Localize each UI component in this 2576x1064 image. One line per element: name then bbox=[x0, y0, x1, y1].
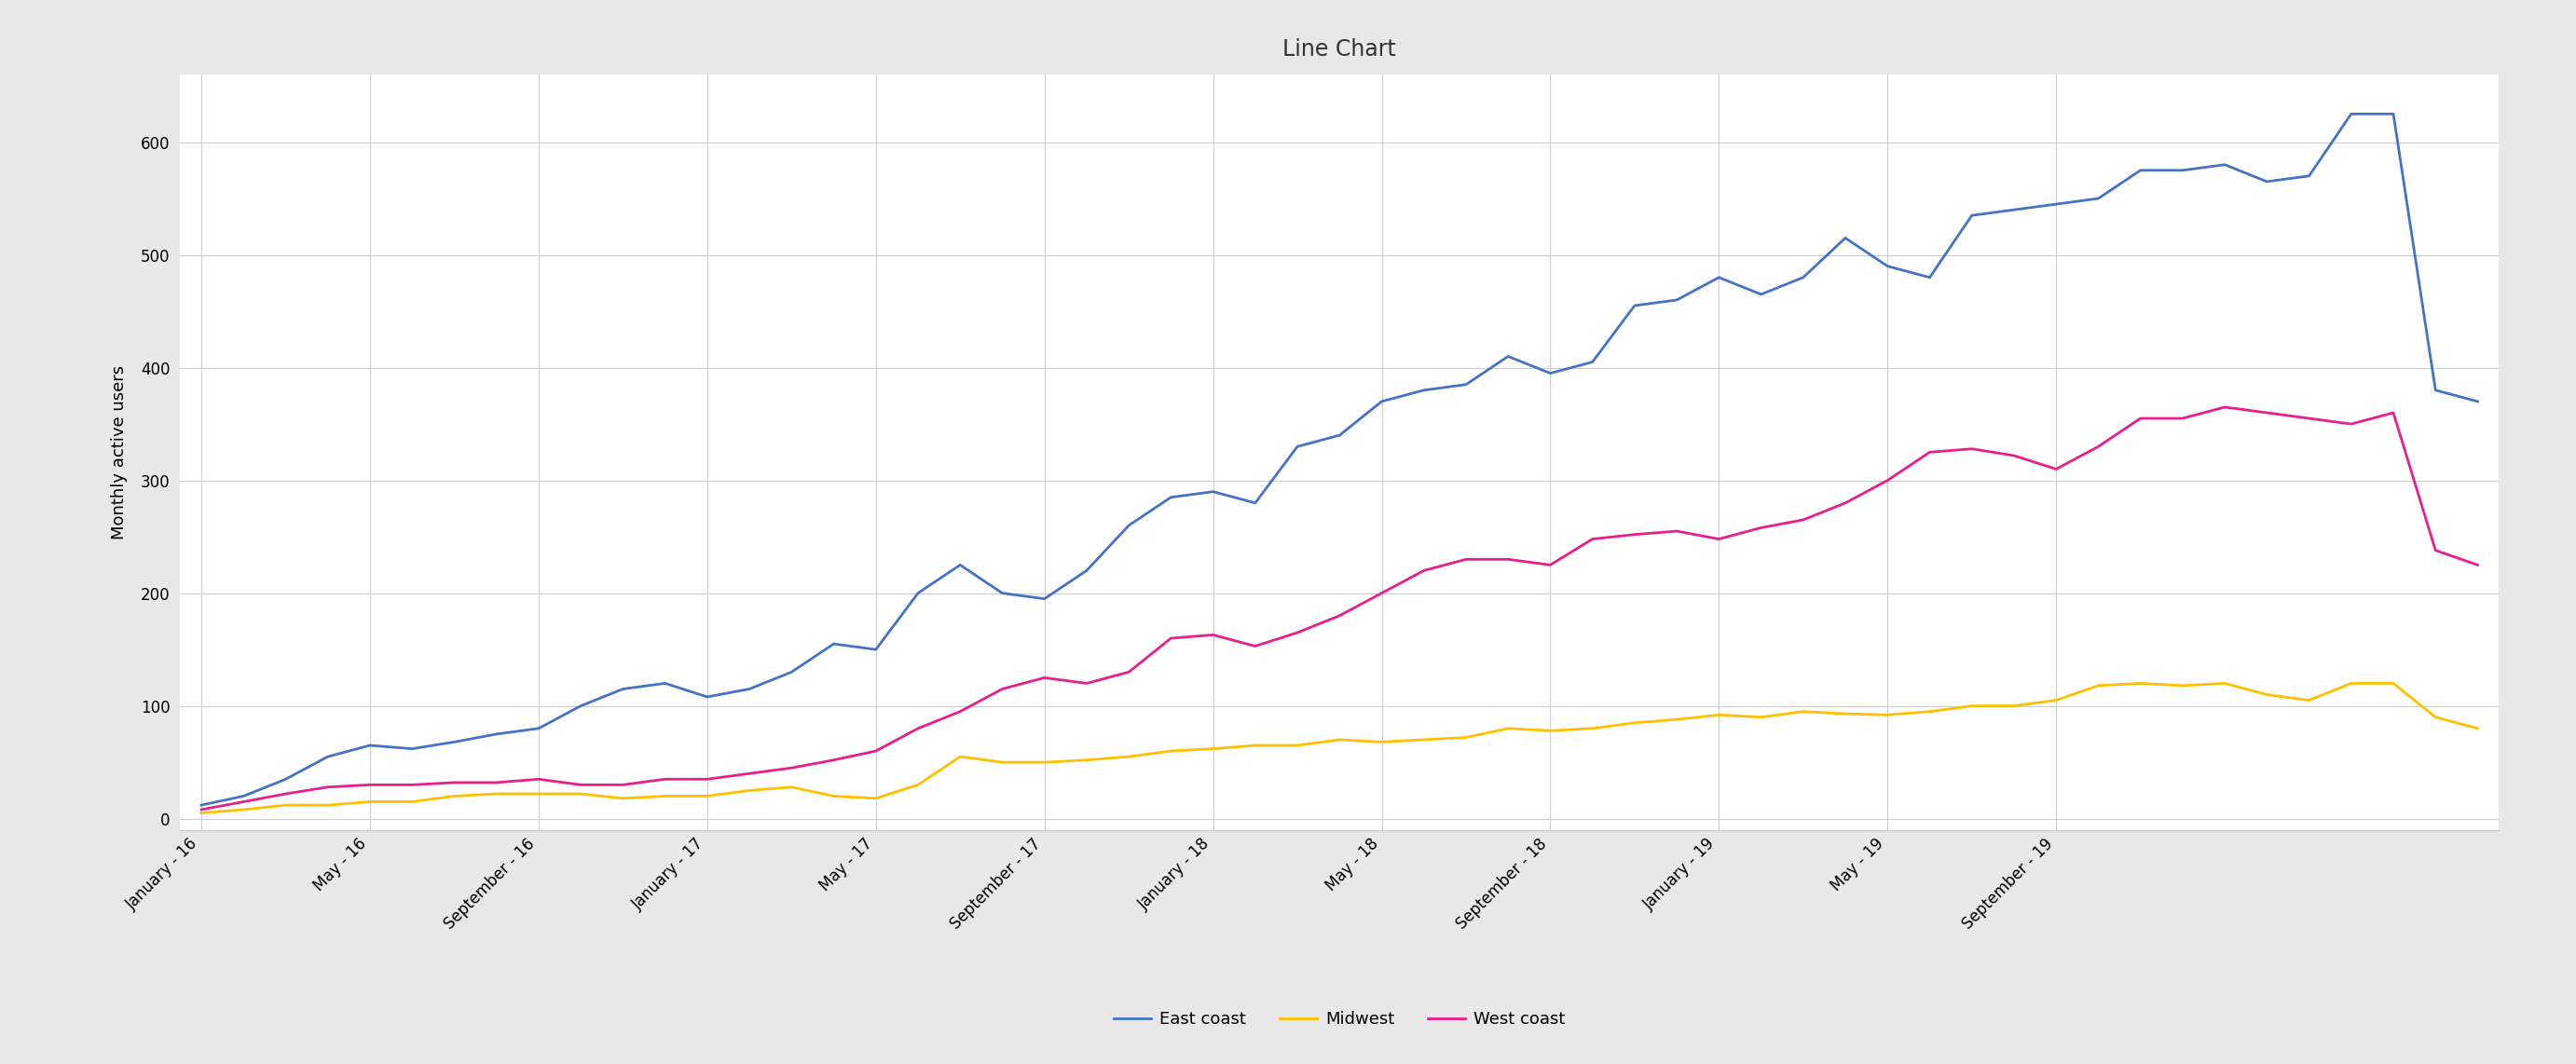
East coast bbox=[2419, 384, 2450, 397]
Midwest bbox=[2419, 711, 2450, 724]
Midwest bbox=[608, 792, 639, 804]
Midwest bbox=[2463, 722, 2494, 735]
East coast bbox=[2463, 395, 2494, 408]
Midwest bbox=[1028, 755, 1059, 768]
West coast bbox=[2251, 406, 2282, 419]
East coast bbox=[608, 683, 639, 696]
Midwest bbox=[2125, 677, 2156, 689]
Line: West coast: West coast bbox=[201, 408, 2478, 810]
West coast bbox=[2463, 559, 2494, 571]
Line: East coast: East coast bbox=[201, 114, 2478, 805]
West coast bbox=[608, 779, 639, 792]
West coast bbox=[734, 767, 765, 780]
West coast bbox=[185, 803, 216, 816]
Title: Line Chart: Line Chart bbox=[1283, 38, 1396, 61]
Midwest bbox=[2251, 688, 2282, 701]
East coast bbox=[2210, 159, 2241, 171]
Line: Midwest: Midwest bbox=[201, 683, 2478, 813]
West coast bbox=[2210, 401, 2241, 414]
Midwest bbox=[438, 789, 469, 802]
East coast bbox=[2336, 107, 2367, 120]
East coast bbox=[734, 683, 765, 696]
Legend: East coast, Midwest, West coast: East coast, Midwest, West coast bbox=[1108, 1004, 1571, 1035]
West coast bbox=[2419, 544, 2450, 556]
West coast bbox=[1028, 671, 1059, 684]
East coast bbox=[438, 735, 469, 748]
East coast bbox=[1028, 593, 1059, 605]
Midwest bbox=[734, 784, 765, 797]
West coast bbox=[438, 776, 469, 788]
Midwest bbox=[185, 807, 216, 819]
East coast bbox=[185, 799, 216, 812]
Y-axis label: Monthly active users: Monthly active users bbox=[111, 365, 129, 539]
